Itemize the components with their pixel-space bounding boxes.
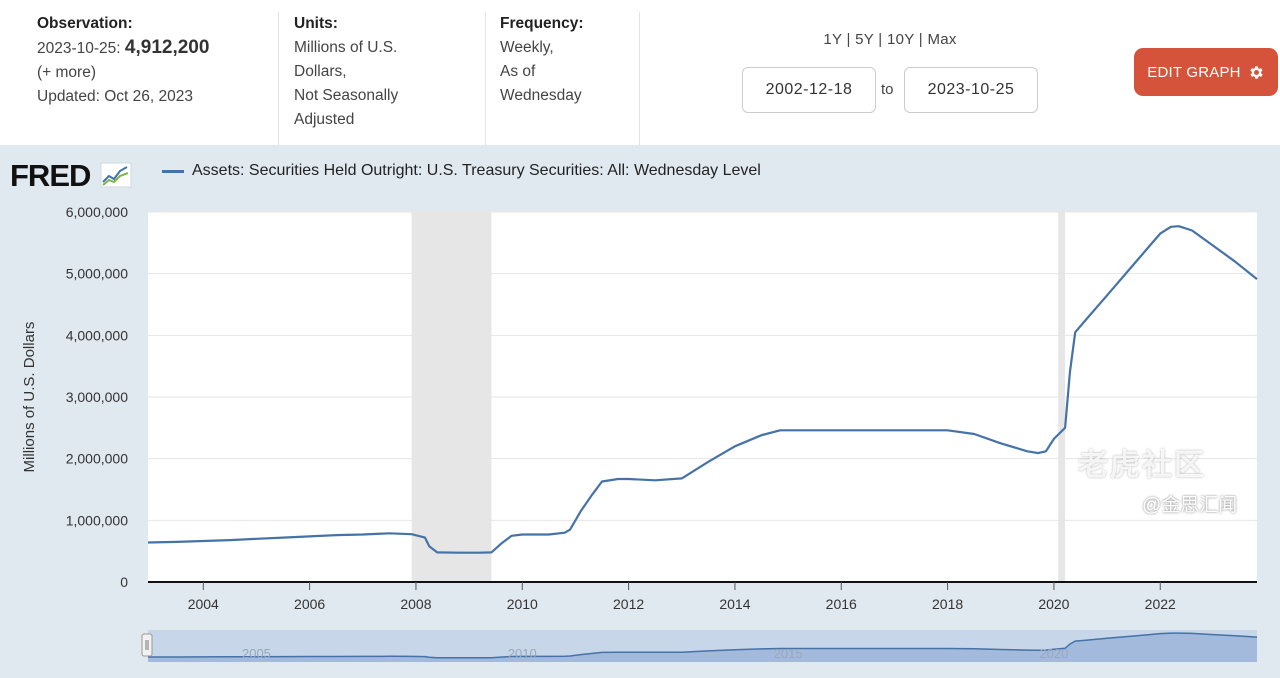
chart-title: Assets: Securities Held Outright: U.S. T… — [192, 162, 761, 179]
x-tick-label: 2004 — [188, 596, 219, 612]
date-to-label: to — [881, 81, 894, 98]
more-observations-link[interactable]: (+ more) — [37, 64, 96, 81]
y-tick-label: 6,000,000 — [66, 204, 128, 220]
frequency-block: Frequency: Weekly, As of Wednesday — [485, 12, 640, 145]
frequency-value: Weekly, As of Wednesday — [500, 39, 582, 104]
chart-legend: Assets: Securities Held Outright: U.S. T… — [162, 162, 761, 180]
y-tick-label: 4,000,000 — [66, 327, 128, 343]
units-value: Millions of U.S. Dollars, Not Seasonally… — [294, 39, 399, 128]
watermark-main: 老虎社区 — [1078, 449, 1206, 482]
navigator-year-label: 2015 — [774, 646, 803, 661]
x-tick-label: 2012 — [613, 596, 644, 612]
series-metadata-panel: Observation: 2023-10-25: 4,912,200 (+ mo… — [0, 0, 1280, 145]
updated-date: Updated: Oct 26, 2023 — [37, 88, 193, 105]
range-1y-button[interactable]: 1Y — [823, 31, 842, 48]
range-max-button[interactable]: Max — [927, 31, 957, 48]
watermark-sub: @金思汇闻 — [1142, 495, 1238, 516]
navigator-year-label: 2020 — [1039, 646, 1068, 661]
x-tick-label: 2008 — [400, 596, 431, 612]
observation-label: Observation: — [37, 15, 133, 32]
x-tick-label: 2020 — [1038, 596, 1069, 612]
navigator-area — [148, 633, 1257, 662]
legend-series-swatch — [162, 169, 184, 173]
navigator-year-label: 2005 — [242, 646, 271, 661]
range-5y-button[interactable]: 5Y — [855, 31, 874, 48]
units-block: Units: Millions of U.S. Dollars, Not Sea… — [278, 12, 486, 145]
units-label: Units: — [294, 15, 338, 32]
x-tick-label: 2010 — [507, 596, 538, 612]
fred-chart-icon — [100, 162, 132, 188]
start-date-input[interactable]: 2002-12-18 — [742, 67, 876, 113]
y-tick-label: 3,000,000 — [66, 389, 128, 405]
navigator-line — [148, 632, 1258, 659]
observation-block: Observation: 2023-10-25: 4,912,200 (+ mo… — [37, 12, 277, 109]
x-tick-label: 2016 — [826, 596, 857, 612]
range-selector: 1Y | 5Y | 10Y | Max — [823, 31, 957, 48]
navigator-year-label: 2010 — [508, 646, 537, 661]
x-tick-label: 2014 — [719, 596, 750, 612]
observation-line: 2023-10-25: 4,912,200 — [37, 36, 277, 61]
series-line — [147, 225, 1258, 554]
y-axis-label: Millions of U.S. Dollars — [21, 322, 38, 473]
y-tick-label: 5,000,000 — [66, 266, 128, 282]
edit-graph-label: EDIT GRAPH — [1147, 63, 1241, 81]
x-tick-label: 2006 — [294, 596, 325, 612]
observation-value: 4,912,200 — [124, 37, 210, 58]
gear-icon — [1250, 65, 1263, 79]
observation-date: 2023-10-25: — [37, 40, 121, 57]
frequency-label: Frequency: — [500, 15, 584, 32]
y-tick-label: 2,000,000 — [66, 451, 128, 467]
x-tick-label: 2018 — [932, 596, 963, 612]
fred-logo[interactable]: FRED — [10, 158, 132, 194]
end-date-input[interactable]: 2023-10-25 — [904, 67, 1038, 113]
edit-graph-button[interactable]: EDIT GRAPH — [1134, 48, 1278, 96]
y-tick-label: 0 — [120, 574, 128, 590]
navigator-left-handle[interactable] — [141, 633, 153, 657]
x-tick-label: 2022 — [1145, 596, 1176, 612]
fred-logo-text: FRED — [10, 158, 91, 193]
y-tick-label: 1,000,000 — [66, 512, 128, 528]
range-10y-button[interactable]: 10Y — [886, 31, 915, 48]
